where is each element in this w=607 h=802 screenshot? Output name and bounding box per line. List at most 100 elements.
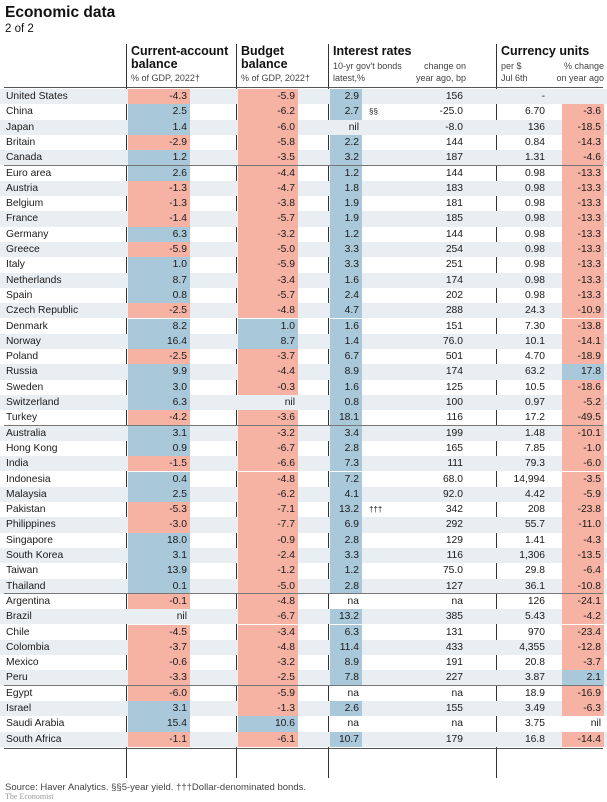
budget-balance-value: -1.2 <box>238 563 298 579</box>
bond-yield-value: 13.2 <box>330 609 362 625</box>
table-row: Russia 9.9 -4.4 8.9 174 63.2 17.8 <box>0 364 607 380</box>
current-account-value: 3.0 <box>128 379 190 395</box>
bond-yield-value: 10.7 <box>330 731 362 747</box>
table-row: France -1.4 -5.7 1.9 185 0.98 -13.3 <box>0 211 607 227</box>
yield-change-value: 385 <box>445 611 463 623</box>
current-account-value: 9.9 <box>128 364 190 380</box>
country-name: Norway <box>6 335 41 347</box>
country-name: Denmark <box>6 320 48 332</box>
footnote-marker <box>369 670 399 685</box>
table-row: Canada 1.2 -3.5 3.2 187 1.31 -4.6 <box>0 150 607 166</box>
budget-balance-value: -6.7 <box>238 440 298 457</box>
footnote-marker <box>369 242 399 257</box>
footnote-marker <box>369 410 399 425</box>
current-account-value: 8.2 <box>128 318 190 334</box>
yield-change-value: -25.0 <box>439 106 463 118</box>
budget-balance-value: -3.5 <box>238 150 298 166</box>
footnote-marker <box>369 655 399 670</box>
current-account-value: 8.7 <box>128 272 190 288</box>
yield-change-value: 227 <box>445 672 463 684</box>
currency-change-value: -16.9 <box>562 685 604 701</box>
currency-value: 6.70 <box>524 106 545 118</box>
country-name: Netherlands <box>6 274 62 286</box>
current-account-value: 2.5 <box>128 486 190 503</box>
current-account-value: -5.3 <box>128 502 190 518</box>
bond-yield-value: 7.3 <box>330 456 362 472</box>
bond-yield-value: 3.2 <box>330 150 362 166</box>
header-currency-change2: on year ago <box>556 73 604 83</box>
table-row: Argentina -0.1 -4.8 na na 126 -24.1 <box>0 593 607 610</box>
header-currency: Currency units <box>501 44 590 58</box>
table-row: Italy 1.0 -5.9 3.3 251 0.98 -13.3 <box>0 257 607 273</box>
budget-balance-value: -2.4 <box>238 548 298 564</box>
budget-balance-value: -3.7 <box>238 349 298 365</box>
current-account-value: 3.1 <box>128 425 190 441</box>
currency-value: 29.8 <box>524 565 545 577</box>
current-account-value: -4.2 <box>128 410 190 426</box>
footnote-marker <box>369 257 399 272</box>
current-account-value: -3.7 <box>128 639 190 656</box>
bond-yield-value: 1.9 <box>330 211 362 227</box>
currency-value: 126 <box>527 595 545 607</box>
yield-change-value: 100 <box>445 397 463 408</box>
current-account-value: 16.4 <box>128 333 190 350</box>
bond-yield-value: 3.3 <box>330 242 362 258</box>
currency-change-value: -3.5 <box>562 471 604 487</box>
bond-yield-value: 1.6 <box>330 379 362 395</box>
footnote-marker <box>369 517 399 532</box>
currency-value: 5.43 <box>524 611 545 623</box>
yield-change-value: 129 <box>445 534 463 546</box>
currency-value: 10.1 <box>524 335 545 347</box>
currency-change-value: -13.3 <box>562 226 604 242</box>
currency-value: 1.31 <box>524 152 545 164</box>
table-row: Saudi Arabia 15.4 10.6 na na 3.75 nil <box>0 716 607 732</box>
table-row: Malaysia 2.5 -6.2 4.1 92.0 4.42 -5.9 <box>0 486 607 503</box>
budget-balance-value: -5.8 <box>238 134 298 151</box>
country-name: China <box>6 106 33 118</box>
current-account-value: 2.5 <box>128 104 190 120</box>
currency-change-value: -3.6 <box>562 104 604 120</box>
currency-change-value <box>562 89 604 104</box>
current-account-value: nil <box>176 611 187 623</box>
table-row: Turkey -4.2 -3.6 18.1 116 17.2 -49.5 <box>0 410 607 426</box>
budget-balance-value: -3.2 <box>238 655 298 671</box>
footnote-marker <box>369 441 399 456</box>
current-account-value: 3.1 <box>128 701 190 717</box>
bond-yield-value: 1.9 <box>330 196 362 212</box>
currency-change-value: -6.0 <box>562 456 604 472</box>
budget-balance-value: -5.9 <box>238 685 298 701</box>
currency-change-value: -4.2 <box>562 609 604 625</box>
table-row: Netherlands 8.7 -3.4 1.6 174 0.98 -13.3 <box>0 272 607 288</box>
footnote-marker <box>369 640 399 655</box>
table-row: Hong Kong 0.9 -6.7 2.8 165 7.85 -1.0 <box>0 440 607 457</box>
footnote-marker <box>369 716 399 731</box>
yield-change-value: -8.0 <box>445 121 463 133</box>
yield-change-value: 202 <box>445 289 463 301</box>
country-name: Indonesia <box>6 473 51 485</box>
footnote-marker <box>369 426 399 441</box>
yield-change-value: 156 <box>445 91 463 102</box>
currency-change-value: -14.1 <box>562 333 604 350</box>
country-name: Egypt <box>6 687 33 699</box>
budget-balance-value: -6.6 <box>238 456 298 472</box>
currency-change-value: -18.6 <box>562 379 604 395</box>
page-title: Economic data <box>5 4 116 21</box>
currency-value: 0.98 <box>524 274 545 286</box>
footnote-marker <box>369 166 399 181</box>
country-name: Mexico <box>6 657 39 669</box>
currency-change-value: -3.7 <box>562 655 604 671</box>
currency-change-value: -13.3 <box>562 211 604 227</box>
footnote-marker <box>369 472 399 487</box>
currency-value: 0.98 <box>524 182 545 194</box>
header-interest: Interest rates <box>333 44 412 58</box>
table-row: Germany 6.3 -3.2 1.2 144 0.98 -13.3 <box>0 226 607 242</box>
bond-yield-value: 6.3 <box>330 624 362 640</box>
budget-balance-value: -6.2 <box>238 104 298 120</box>
header-current-account-sub: % of GDP, 2022† <box>131 73 200 83</box>
bond-yield-value: 18.1 <box>330 410 362 426</box>
current-account-value: 2.6 <box>128 165 190 181</box>
country-name: Peru <box>6 672 28 684</box>
currency-change-value: -13.3 <box>562 242 604 258</box>
footnote-marker <box>369 548 399 563</box>
yield-change-value: 342 <box>445 504 463 516</box>
